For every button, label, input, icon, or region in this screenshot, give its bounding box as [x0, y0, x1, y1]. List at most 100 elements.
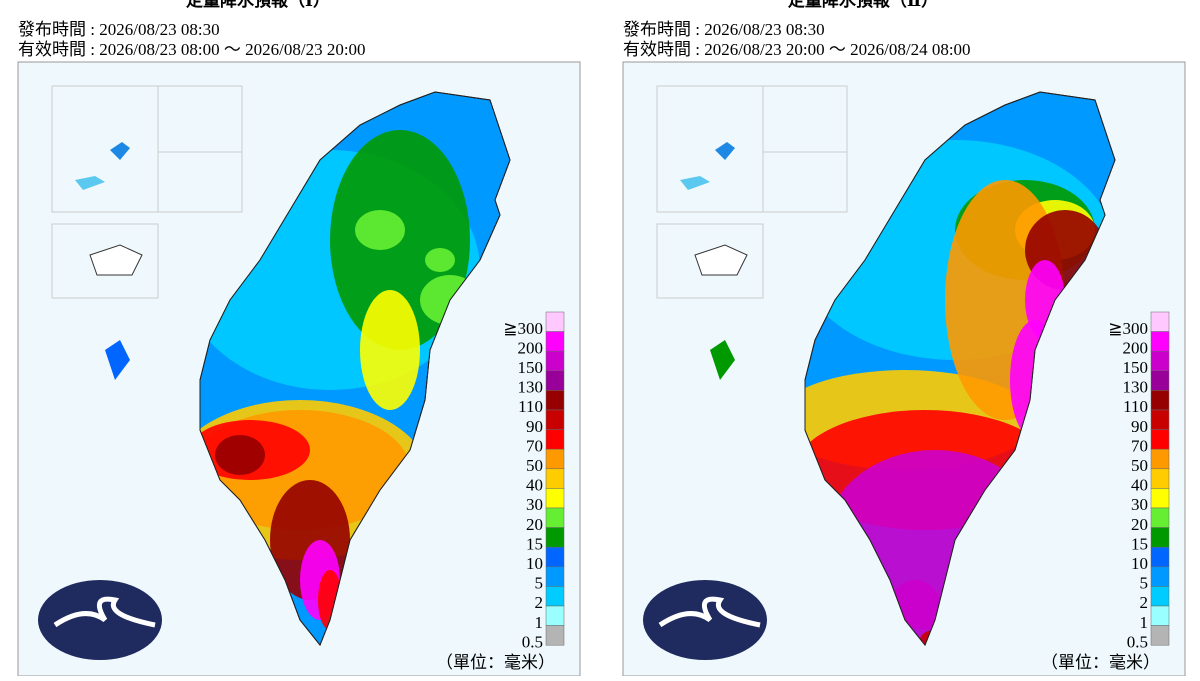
legend-label: 20 [1131, 515, 1148, 534]
legend-label: 130 [1123, 378, 1149, 397]
map-title: 定量降水預報（Ⅱ） [788, 0, 938, 10]
legend-swatch [545, 390, 565, 411]
valid-time: 有效時間 : 2026/08/23 08:00 ～ 2026/08/23 20:… [18, 40, 366, 59]
rain-area [215, 435, 265, 475]
legend-label: 40 [526, 476, 543, 495]
logo [643, 580, 767, 660]
legend-swatch [1150, 507, 1170, 528]
legend-label: 30 [526, 495, 543, 514]
legend-label: 50 [1131, 456, 1148, 475]
legend-label: 5 [535, 574, 544, 593]
inset [762, 151, 848, 213]
legend-swatch [1150, 566, 1170, 587]
legend-swatch [545, 507, 565, 528]
legend-swatch [1150, 605, 1170, 626]
legend-swatch [545, 350, 565, 372]
inset [51, 223, 159, 299]
legend-label: 150 [518, 358, 544, 377]
legend-swatch [545, 448, 565, 470]
island [680, 176, 710, 190]
logo [38, 580, 162, 660]
legend-label: 30 [1131, 495, 1148, 514]
legend-swatch [545, 586, 565, 607]
legend-label: 15 [526, 534, 543, 553]
legend-label: 1 [535, 613, 544, 632]
legend-label: 40 [1131, 476, 1148, 495]
island [710, 340, 735, 380]
legend-label: 1 [1140, 613, 1149, 632]
legend-label: 5 [1140, 574, 1149, 593]
island [75, 176, 105, 190]
legend-label: 150 [1123, 358, 1149, 377]
legend-label: 20 [526, 515, 543, 534]
legend-label: 0.5 [522, 632, 543, 651]
rain-area [360, 290, 420, 410]
legend-label: 130 [518, 378, 544, 397]
unit-label: （單位：毫米） [436, 653, 555, 672]
legend-swatch [1150, 350, 1170, 372]
legend-label: 110 [518, 397, 543, 416]
legend-swatch [1150, 488, 1170, 509]
legend-swatch [545, 468, 565, 489]
legend-swatch [545, 409, 565, 430]
rain-area [355, 210, 405, 250]
legend-label: ≧300 [1108, 319, 1148, 338]
legend-label: 110 [1123, 397, 1148, 416]
island [715, 142, 735, 160]
legend-label: 0.5 [1127, 632, 1148, 651]
island [89, 244, 143, 276]
logo-mark [658, 596, 761, 628]
legend-label: 200 [1123, 338, 1149, 357]
legend-swatch [545, 331, 565, 352]
rain-areas [200, 130, 480, 630]
legend-label: 15 [1131, 534, 1148, 553]
island [105, 340, 130, 380]
legend-swatch [1150, 311, 1170, 332]
legend-swatch [1150, 331, 1170, 352]
inset [656, 223, 764, 299]
legend-swatch [545, 527, 565, 548]
legend-swatch [545, 311, 565, 332]
legend-swatch [1150, 429, 1170, 450]
issued-time: 發布時間 : 2026/08/23 08:30 [623, 20, 825, 39]
legend-label: 70 [1131, 436, 1148, 455]
legend-label: 2 [535, 593, 544, 612]
legend-swatch [1150, 546, 1170, 568]
legend-swatch [545, 566, 565, 587]
legend-swatch [545, 605, 565, 626]
legend-swatch [545, 488, 565, 509]
island [110, 142, 130, 160]
legend-swatch [545, 429, 565, 450]
logo-mark [53, 596, 156, 628]
legend-swatch [1150, 586, 1170, 607]
map-title: 定量降水預報（Ⅰ） [186, 0, 330, 10]
legend-swatch [1150, 468, 1170, 489]
legend-swatch [1150, 625, 1170, 646]
legend-swatch [1150, 448, 1170, 470]
legend-label: 90 [526, 417, 543, 436]
inset [157, 151, 243, 213]
legend-label: 10 [1131, 554, 1148, 573]
legend-label: ≧300 [503, 319, 543, 338]
legend-swatch [1150, 370, 1170, 391]
valid-time: 有效時間 : 2026/08/23 20:00 ～ 2026/08/24 08:… [623, 40, 971, 59]
legend-label: 2 [1140, 593, 1149, 612]
legend-swatch [545, 625, 565, 646]
unit-label: （單位：毫米） [1041, 653, 1160, 672]
legend-label: 70 [526, 436, 543, 455]
legend-swatch [1150, 409, 1170, 430]
legend-label: 90 [1131, 417, 1148, 436]
taiwan-outline [199, 91, 511, 646]
taiwan-outline [804, 91, 1116, 646]
rain-area [425, 248, 455, 272]
issued-time: 發布時間 : 2026/08/23 08:30 [18, 20, 220, 39]
legend-swatch [545, 546, 565, 568]
legend-label: 200 [518, 338, 544, 357]
legend-swatch [1150, 527, 1170, 548]
legend-swatch [545, 370, 565, 391]
island [694, 244, 748, 276]
